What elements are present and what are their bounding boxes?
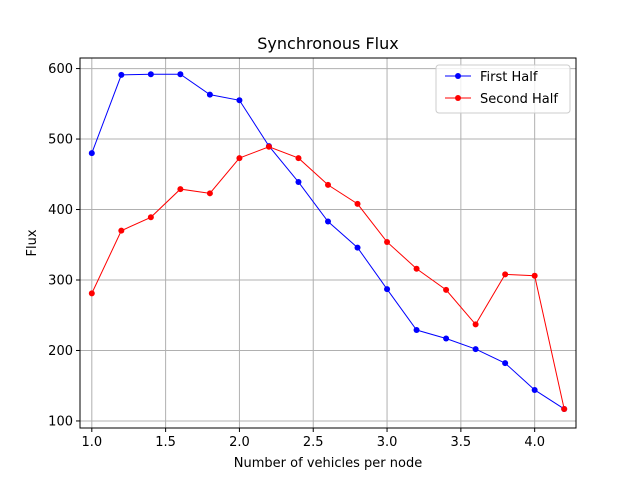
chart-title: Synchronous Flux — [257, 34, 398, 53]
y-tick-label: 500 — [48, 133, 73, 148]
data-point-second-half — [413, 265, 420, 272]
data-point-second-half — [325, 181, 331, 188]
data-point-second-half — [472, 321, 479, 328]
x-tick-label: 1.5 — [155, 435, 176, 450]
data-point-first-half — [118, 71, 125, 78]
data-point-first-half — [236, 97, 243, 104]
x-tick-label: 4.0 — [524, 435, 545, 450]
legend-label-second-half: Second Half — [480, 92, 558, 107]
data-point-first-half — [88, 150, 95, 157]
data-point-first-half — [531, 386, 538, 393]
data-point-first-half — [472, 346, 479, 353]
data-point-second-half — [118, 227, 125, 234]
data-point-second-half — [88, 290, 95, 297]
series-line-first-half — [91, 73, 565, 410]
data-point-first-half — [413, 327, 420, 334]
data-point-first-half — [384, 286, 391, 293]
x-tick-label: 2.5 — [303, 435, 324, 450]
data-point-second-half — [384, 238, 391, 245]
data-point-second-half — [443, 286, 450, 293]
legend: First Half Second Half — [435, 64, 571, 114]
y-tick-label: 200 — [48, 344, 73, 359]
data-point-first-half — [443, 335, 450, 342]
x-tick-label: 1.0 — [81, 435, 102, 450]
data-point-second-half — [531, 272, 538, 279]
data-point-first-half — [147, 71, 154, 78]
data-point-second-half — [502, 271, 509, 278]
y-tick-label: 400 — [48, 203, 73, 218]
y-tick-label: 100 — [48, 414, 73, 429]
data-point-second-half — [295, 155, 302, 162]
legend-marker-second-half — [455, 95, 461, 101]
data-point-first-half — [295, 179, 302, 186]
data-point-second-half — [236, 155, 243, 162]
legend-marker-first-half — [455, 73, 461, 79]
x-axis: 1.0 1.5 2.0 2.5 3.0 3.5 4.0 — [81, 428, 545, 450]
data-point-first-half — [325, 218, 331, 225]
y-tick-label: 600 — [48, 62, 73, 77]
x-tick-label: 2.0 — [229, 435, 250, 450]
series-layer — [88, 71, 568, 412]
x-tick-label: 3.0 — [377, 435, 398, 450]
y-axis: 100 200 300 400 500 600 — [48, 62, 80, 429]
data-point-first-half — [177, 71, 184, 78]
legend-box — [435, 64, 571, 114]
data-point-second-half — [354, 200, 361, 207]
data-point-second-half — [561, 405, 568, 412]
data-point-second-half — [147, 214, 154, 221]
data-point-first-half — [354, 244, 361, 251]
data-point-first-half — [206, 91, 213, 98]
y-axis-label: Flux — [25, 229, 40, 256]
data-point-second-half — [265, 143, 272, 150]
plot-frame — [79, 57, 577, 429]
legend-label-first-half: First Half — [480, 70, 538, 85]
x-axis-label: Number of vehicles per node — [234, 456, 422, 471]
y-tick-label: 300 — [48, 274, 73, 289]
x-tick-label: 3.5 — [451, 435, 472, 450]
data-point-second-half — [206, 190, 213, 197]
data-point-first-half — [502, 360, 509, 367]
data-point-second-half — [177, 186, 184, 193]
